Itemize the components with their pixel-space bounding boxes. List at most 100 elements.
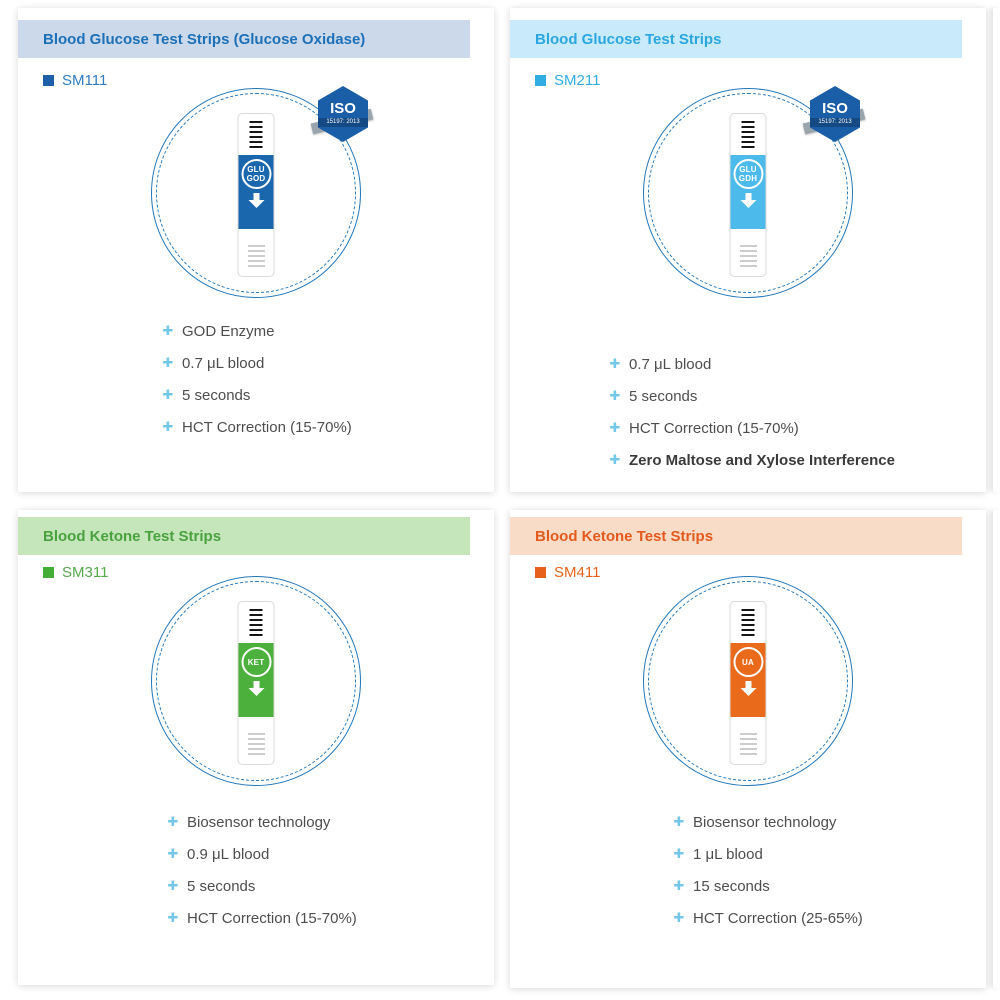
strip-contact-lines [247, 733, 265, 755]
plus-bullet-icon: ✚ [162, 323, 174, 338]
feature-item: ✚ 5 seconds [607, 380, 895, 412]
iso-standard-number: 15197: 2013 [810, 118, 860, 127]
feature-text: 0.7 μL blood [629, 355, 712, 373]
iso-hexagon: ISO 15197: 2013 [318, 86, 368, 142]
product-card-sm311: Blood Ketone Test Strips SM311 KET ✚ Bio… [18, 510, 494, 985]
strip-contact-lines [739, 245, 757, 267]
feature-item: ✚ 1 μL blood [671, 838, 863, 870]
feature-text: GOD Enzyme [182, 322, 275, 340]
strip-color-band: KET [238, 643, 274, 717]
plus-bullet-icon: ✚ [162, 355, 174, 370]
feature-text: 1 μL blood [693, 845, 763, 863]
feature-text: 0.9 μL blood [187, 845, 270, 863]
feature-text: Biosensor technology [693, 813, 837, 831]
down-arrow-icon [731, 681, 766, 696]
model-bullet-square [535, 75, 546, 86]
feature-item: ✚ 15 seconds [671, 870, 863, 902]
card-header: Blood Glucose Test Strips [510, 20, 962, 58]
iso-label: ISO [822, 100, 848, 117]
iso-certification-badge: ISO 15197: 2013 [310, 86, 374, 142]
feature-text: Zero Maltose and Xylose Interference [629, 451, 895, 469]
strip-barcode [249, 609, 263, 636]
card-header: Blood Ketone Test Strips [510, 517, 962, 555]
feature-text: 5 seconds [629, 387, 698, 405]
plus-bullet-icon: ✚ [167, 878, 179, 893]
strip-color-band: GLU GOD [238, 155, 274, 229]
strip-chemistry-badge: GLU GDH [733, 159, 763, 189]
strip-showcase-circle: GLU GOD ISO 15197: 2013 [151, 86, 374, 298]
feature-list: ✚ Biosensor technology ✚ 0.9 μL blood ✚ … [165, 806, 357, 934]
down-arrow-icon [239, 681, 274, 696]
strip-showcase-circle: GLU GDH ISO 15197: 2013 [643, 86, 866, 298]
iso-hexagon: ISO 15197: 2013 [810, 86, 860, 142]
feature-item: ✚ HCT Correction (15-70%) [607, 412, 895, 444]
test-strip-illustration: KET [237, 601, 275, 765]
model-code: SM111 [62, 72, 108, 89]
down-arrow-icon [239, 193, 274, 208]
plus-bullet-icon: ✚ [167, 910, 179, 925]
model-bullet-square [535, 567, 546, 578]
plus-bullet-icon: ✚ [167, 814, 179, 829]
plus-bullet-icon: ✚ [167, 846, 179, 861]
strip-barcode [249, 121, 263, 148]
plus-bullet-icon: ✚ [609, 356, 621, 371]
iso-certification-badge: ISO 15197: 2013 [802, 86, 866, 142]
feature-list: ✚ Biosensor technology ✚ 1 μL blood ✚ 15… [671, 806, 863, 934]
plus-bullet-icon: ✚ [673, 846, 685, 861]
feature-text: 5 seconds [182, 386, 251, 404]
strip-badge-line1: GLU [247, 165, 265, 174]
strip-chemistry-badge: KET [241, 647, 271, 677]
product-card-sm411: Blood Ketone Test Strips SM411 UA ✚ Bios… [510, 510, 986, 988]
card-title: Blood Glucose Test Strips (Glucose Oxida… [43, 30, 366, 48]
test-strip-illustration: GLU GOD [237, 113, 275, 277]
plus-bullet-icon: ✚ [609, 452, 621, 467]
strip-badge-line1: KET [247, 657, 265, 667]
strip-badge-line2: GDH [738, 174, 758, 183]
plus-bullet-icon: ✚ [673, 878, 685, 893]
down-arrow-icon [731, 193, 766, 208]
model-row: SM311 [43, 564, 108, 581]
test-strip-illustration: UA [729, 601, 767, 765]
feature-item: ✚ 0.7 μL blood [160, 347, 352, 379]
feature-text: HCT Correction (15-70%) [182, 418, 352, 436]
model-bullet-square [43, 567, 54, 578]
strip-showcase-circle: UA [643, 576, 853, 786]
plus-bullet-icon: ✚ [162, 419, 174, 434]
iso-standard-number: 15197: 2013 [318, 118, 368, 127]
strip-badge-line1: UA [742, 657, 754, 667]
strip-showcase-circle: KET [151, 576, 361, 786]
adjacent-card-edge [993, 510, 1000, 988]
strip-contact-lines [247, 245, 265, 267]
feature-list: ✚ 0.7 μL blood ✚ 5 seconds ✚ HCT Correct… [607, 348, 895, 476]
product-card-sm211: Blood Glucose Test Strips SM211 GLU GDH … [510, 8, 986, 492]
feature-text: 0.7 μL blood [182, 354, 265, 372]
model-code: SM211 [554, 72, 601, 89]
strip-color-band: UA [730, 643, 766, 717]
strip-contact-lines [739, 733, 757, 755]
adjacent-card-edge [993, 8, 1000, 492]
plus-bullet-icon: ✚ [673, 910, 685, 925]
feature-item: ✚ Zero Maltose and Xylose Interference [607, 444, 895, 476]
iso-label: ISO [330, 100, 356, 117]
feature-item: ✚ HCT Correction (15-70%) [160, 411, 352, 443]
feature-item: ✚ 0.7 μL blood [607, 348, 895, 380]
card-header: Blood Glucose Test Strips (Glucose Oxida… [18, 20, 470, 58]
feature-list: ✚ GOD Enzyme ✚ 0.7 μL blood ✚ 5 seconds … [160, 315, 352, 443]
strip-barcode [741, 121, 755, 148]
card-header: Blood Ketone Test Strips [18, 517, 470, 555]
feature-item: ✚ Biosensor technology [165, 806, 357, 838]
feature-text: HCT Correction (15-70%) [629, 419, 799, 437]
strip-badge-line2: GOD [246, 174, 266, 183]
plus-bullet-icon: ✚ [162, 387, 174, 402]
model-code: SM311 [62, 564, 109, 581]
strip-chemistry-badge: GLU GOD [241, 159, 271, 189]
feature-text: HCT Correction (25-65%) [693, 909, 863, 927]
model-row: SM211 [535, 72, 600, 89]
feature-item: ✚ 5 seconds [160, 379, 352, 411]
feature-text: 5 seconds [187, 877, 256, 895]
model-row: SM111 [43, 72, 107, 89]
test-strip-illustration: GLU GDH [729, 113, 767, 277]
strip-badge-line1: GLU [739, 165, 757, 174]
feature-item: ✚ HCT Correction (25-65%) [671, 902, 863, 934]
